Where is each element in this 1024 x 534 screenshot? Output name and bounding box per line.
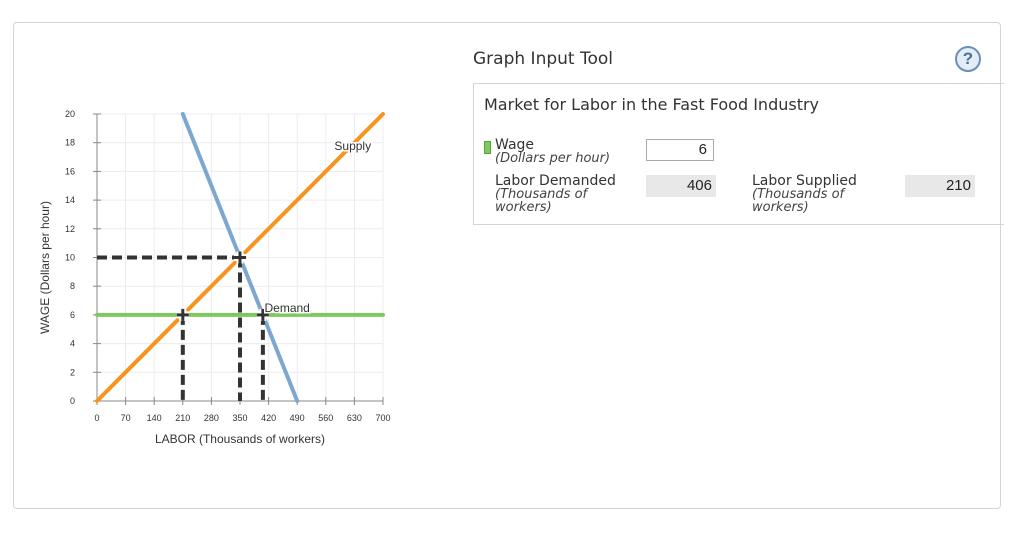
- y-tick-label: 20: [65, 109, 75, 119]
- labor-market-chart[interactable]: 0 2 4 6 8 10 12 14 16 18 20 0 70 140 210 280 350 420 490 56…: [30, 100, 410, 460]
- wage-label: Wage: [495, 137, 535, 153]
- wage-label-group: Wage (Dollars per hour): [495, 137, 611, 166]
- y-tick-label: 8: [70, 281, 75, 291]
- x-tick-label: 0: [94, 413, 99, 423]
- labor-demanded-unit-2: workers): [495, 200, 552, 215]
- y-tick-label: 18: [65, 138, 75, 148]
- demand-curve-label: Demand: [265, 301, 310, 315]
- x-tick-label: 490: [290, 413, 305, 423]
- y-tick-label: 12: [65, 224, 75, 234]
- wage-unit: (Dollars per hour): [495, 151, 611, 166]
- x-tick-label: 70: [121, 413, 131, 423]
- x-tick-label: 630: [347, 413, 362, 423]
- y-tick-label: 14: [65, 195, 75, 205]
- supply-curve-label: Supply: [334, 139, 371, 153]
- y-tick-label: 0: [70, 396, 75, 406]
- x-axis-label: LABOR (Thousands of workers): [155, 432, 325, 446]
- labor-demanded-unit-1: (Thousands of: [495, 187, 588, 202]
- labor-supplied-label: Labor Supplied: [752, 173, 857, 189]
- graph-frame: [13, 22, 1001, 509]
- x-tick-label: 350: [232, 413, 247, 423]
- panel-title: Market for Labor in the Fast Food Indust…: [484, 95, 820, 114]
- chart-canvas[interactable]: 0 2 4 6 8 10 12 14 16 18 20 0 70 140 210 280 350 420 490 56…: [30, 100, 410, 460]
- y-tick-label: 6: [70, 310, 75, 320]
- x-tick-label: 560: [318, 413, 333, 423]
- graph-input-tool-title: Graph Input Tool: [473, 49, 613, 69]
- x-tick-label: 140: [147, 413, 162, 423]
- y-tick-label: 4: [70, 339, 75, 349]
- wage-line-swatch-icon: [484, 141, 491, 154]
- labor-supplied-unit-2: workers): [752, 200, 809, 215]
- y-tick-label: 16: [65, 166, 75, 176]
- labor-demanded-label-group: Labor Demanded (Thousands of workers): [495, 173, 616, 215]
- labor-supplied-label-group: Labor Supplied (Thousands of workers): [752, 173, 857, 215]
- x-tick-label: 700: [375, 413, 390, 423]
- wage-input[interactable]: 6: [646, 139, 714, 161]
- labor-supplied-value: 210: [905, 175, 975, 197]
- labor-demanded-label: Labor Demanded: [495, 173, 616, 189]
- y-axis-label: WAGE (Dollars per hour): [38, 201, 52, 334]
- y-tick-label: 2: [70, 367, 75, 377]
- help-icon[interactable]: ?: [955, 46, 981, 72]
- y-tick-label: 10: [65, 253, 75, 263]
- x-tick-label: 280: [204, 413, 219, 423]
- x-tick-label: 420: [261, 413, 276, 423]
- labor-supplied-unit-1: (Thousands of: [752, 187, 845, 202]
- input-panel: Market for Labor in the Fast Food Indust…: [473, 83, 1004, 225]
- labor-demanded-value: 406: [646, 175, 716, 197]
- x-tick-label: 210: [175, 413, 190, 423]
